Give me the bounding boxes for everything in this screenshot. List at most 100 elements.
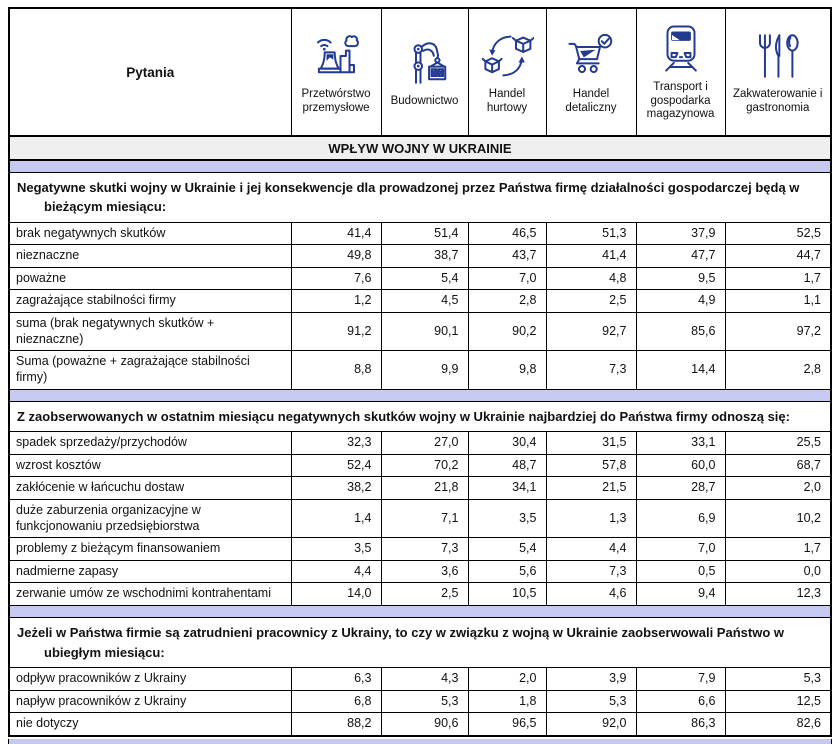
value-cell: 5,4 — [380, 266, 469, 291]
value-cell: 30,4 — [467, 431, 547, 455]
value-cell: 1,2 — [290, 289, 382, 313]
value-cell: 82,6 — [724, 712, 832, 737]
value-cell: 88,2 — [290, 712, 382, 737]
row-label: nieznaczne — [8, 244, 292, 268]
value-cell: 5,6 — [467, 559, 547, 584]
value-cell: 43,7 — [467, 244, 547, 268]
value-cell: 97,2 — [724, 311, 832, 352]
table-row: nadmierne zapasy 4,4 3,6 5,6 7,3 0,5 0,0 — [8, 559, 832, 584]
value-cell: 4,5 — [380, 289, 469, 313]
table-row: brak negatywnych skutków 41,4 51,4 46,5 51,3… — [8, 221, 832, 246]
value-cell: 28,7 — [635, 476, 726, 500]
section-divider-band — [8, 388, 832, 402]
value-cell: 1,8 — [467, 689, 547, 714]
value-cell: 9,9 — [380, 350, 469, 390]
value-cell: 5,3 — [545, 689, 637, 714]
value-cell: 48,7 — [467, 453, 547, 478]
value-cell: 3,5 — [467, 498, 547, 539]
value-cell: 14,4 — [635, 350, 726, 390]
value-cell: 7,0 — [467, 266, 547, 291]
value-cell: 52,4 — [290, 453, 382, 478]
value-cell: 3,5 — [290, 537, 382, 561]
column-header-transport: Transport i gospodarka magazynowa — [635, 7, 726, 137]
row-label: odpływ pracowników z Ukrainy — [8, 667, 292, 691]
section-title: Negatywne skutki wojny w Ukrainie i jej … — [8, 171, 832, 223]
boxes-cycle-icon — [481, 35, 534, 77]
value-cell: 25,5 — [724, 431, 832, 455]
cutlery-icon — [758, 34, 799, 78]
value-cell: 1,4 — [290, 498, 382, 539]
value-cell: 5,4 — [467, 537, 547, 561]
row-label: zagrażające stabilności firmy — [8, 289, 292, 313]
divider-band-cell — [8, 388, 832, 402]
value-cell: 47,7 — [635, 244, 726, 268]
value-cell: 1,7 — [724, 266, 832, 291]
value-cell: 52,5 — [724, 221, 832, 246]
value-cell: 3,9 — [545, 667, 637, 691]
value-cell: 92,0 — [545, 712, 637, 737]
table-row: duże zaburzenia organizacyjne w funkcjon… — [8, 498, 832, 539]
value-cell: 90,2 — [467, 311, 547, 352]
banner-title: WPŁYW WOJNY W UKRAINIE — [8, 135, 832, 161]
table-header-row: Pytania — [8, 7, 832, 137]
row-label: poważne — [8, 266, 292, 291]
value-cell: 41,4 — [290, 221, 382, 246]
column-header-manufacturing: Przetwórstwo przemysłowe — [290, 7, 382, 137]
value-cell: 37,9 — [635, 221, 726, 246]
value-cell: 7,0 — [635, 537, 726, 561]
value-cell: 4,6 — [545, 582, 637, 606]
value-cell: 4,3 — [380, 667, 469, 691]
value-cell: 31,5 — [545, 431, 637, 455]
value-cell: 6,8 — [290, 689, 382, 714]
factory-icon — [317, 35, 359, 74]
value-cell: 5,3 — [724, 667, 832, 691]
value-cell: 8,8 — [290, 350, 382, 390]
table-row: spadek sprzedaży/przychodów 32,3 27,0 30,4 3… — [8, 431, 832, 455]
value-cell: 90,6 — [380, 712, 469, 737]
questions-column-header: Pytania — [8, 7, 292, 137]
value-cell: 21,5 — [545, 476, 637, 500]
section-divider-band — [8, 605, 832, 618]
value-cell: 7,6 — [290, 266, 382, 291]
value-cell: 9,8 — [467, 350, 547, 390]
value-cell: 1,1 — [724, 289, 832, 313]
section-title-row: Negatywne skutki wojny w Ukrainie i jej … — [8, 171, 832, 223]
cart-check-icon — [568, 33, 613, 74]
row-label: duże zaburzenia organizacyjne w funkcjon… — [8, 498, 292, 539]
column-label-manufacturing: Przetwórstwo przemysłowe — [301, 87, 371, 114]
value-cell: 68,7 — [724, 453, 832, 478]
section-title: Z zaobserwowanych w ostatnim miesiącu ne… — [8, 400, 832, 432]
value-cell: 7,3 — [545, 559, 637, 584]
value-cell: 2,0 — [724, 476, 832, 500]
table-row: zerwanie umów ze wschodnimi kontrahentam… — [8, 582, 832, 606]
value-cell: 0,0 — [724, 559, 832, 584]
column-header-hospitality: Zakwaterowanie i gastronomia — [724, 7, 832, 137]
value-cell: 6,9 — [635, 498, 726, 539]
column-label-transport: Transport i gospodarka magazynowa — [646, 81, 715, 121]
row-label: napływ pracowników z Ukrainy — [8, 689, 292, 714]
section-divider-band — [8, 159, 832, 173]
row-label: wzrost kosztów — [8, 453, 292, 478]
value-cell: 57,8 — [545, 453, 637, 478]
value-cell: 10,2 — [724, 498, 832, 539]
value-cell: 70,2 — [380, 453, 469, 478]
value-cell: 2,5 — [545, 289, 637, 313]
value-cell: 44,7 — [724, 244, 832, 268]
value-cell: 7,3 — [380, 537, 469, 561]
banner-row: WPŁYW WOJNY W UKRAINIE — [8, 135, 832, 161]
section-title-row: Jeżeli w Państwa firmie są zatrudnieni p… — [8, 617, 832, 668]
table-row: Suma (poważne + zagrażające stabilności … — [8, 350, 832, 390]
value-cell: 46,5 — [467, 221, 547, 246]
value-cell: 2,5 — [380, 582, 469, 606]
table-row: poważne 7,6 5,4 7,0 4,8 9,5 1,7 — [8, 266, 832, 291]
table-row: suma (brak negatywnych skutków + nieznac… — [8, 311, 832, 352]
column-label-wholesale: Handel hurtowy — [486, 87, 528, 114]
value-cell: 12,3 — [724, 582, 832, 606]
value-cell: 96,5 — [467, 712, 547, 737]
table-row: wzrost kosztów 52,4 70,2 48,7 57,8 60,0 68,7 — [8, 453, 832, 478]
value-cell: 6,3 — [290, 667, 382, 691]
column-label-construction: Budownictwo — [390, 94, 459, 107]
value-cell: 27,0 — [380, 431, 469, 455]
value-cell: 41,4 — [545, 244, 637, 268]
divider-band-cell — [8, 605, 832, 618]
